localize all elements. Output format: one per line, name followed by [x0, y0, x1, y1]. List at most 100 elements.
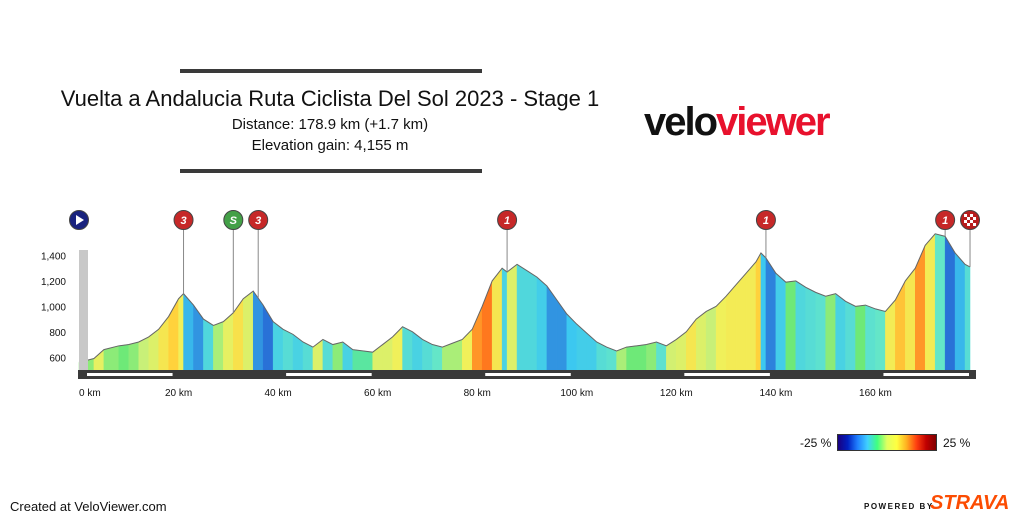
powered-by-text: POWERED BY	[864, 502, 934, 511]
x-axis-segment	[883, 373, 969, 376]
profile-segment	[695, 310, 707, 371]
gradient-legend	[837, 434, 937, 451]
created-text: Created at VeloViewer.com	[10, 499, 167, 514]
profile-segment	[865, 304, 876, 371]
profile-segment	[233, 297, 244, 371]
profile-segment	[183, 292, 194, 371]
profile-segment	[272, 321, 284, 371]
profile-segment	[735, 272, 747, 371]
profile-segment	[223, 312, 234, 371]
profile-segment	[412, 331, 423, 371]
checkered-flag-icon	[970, 214, 974, 217]
profile-segment	[755, 251, 762, 371]
cat3-marker	[173, 210, 194, 230]
profile-segment	[676, 331, 687, 371]
profile-segment	[158, 315, 169, 371]
profile-segment	[765, 257, 777, 371]
checkered-flag-icon	[970, 220, 974, 223]
x-tick-label: 80 km	[464, 388, 491, 399]
profile-bars	[78, 233, 971, 371]
y-tick-label: 1,400	[41, 251, 66, 262]
x-tick-label: 40 km	[264, 388, 291, 399]
x-tick-label: 60 km	[364, 388, 391, 399]
x-tick-label: 160 km	[859, 388, 892, 399]
profile-segment	[536, 276, 548, 371]
cat3-marker	[248, 210, 269, 230]
profile-segment	[392, 326, 403, 371]
profile-segment	[656, 341, 667, 371]
marker-label: 1	[763, 215, 769, 227]
profile-segment	[725, 284, 737, 371]
profile-segment	[795, 280, 807, 371]
profile-segment	[576, 323, 587, 371]
checkered-flag-icon	[973, 223, 977, 226]
profile-segment	[501, 267, 508, 371]
profile-segment	[815, 292, 826, 371]
marker-label: 3	[180, 215, 186, 227]
profile-segment	[805, 286, 816, 371]
marker-label: 1	[942, 215, 948, 227]
marker-label: 1	[504, 215, 510, 227]
x-axis-segments	[87, 373, 969, 376]
play-icon	[76, 215, 84, 225]
x-axis-segment	[87, 373, 173, 376]
profile-segment	[745, 261, 757, 371]
profile-segment	[178, 293, 184, 371]
profile-segment	[312, 338, 324, 371]
elevation-chart: 600 800 1,000 1,200 1,400 0 km 20 km 40 km 60 k…	[41, 210, 981, 399]
y-axis: 600 800 1,000 1,200 1,400	[41, 251, 66, 364]
profile-segment	[93, 349, 105, 371]
profile-segment	[128, 341, 139, 371]
legend-max-label: 25 %	[943, 436, 971, 450]
profile-segment	[775, 272, 787, 371]
top-rule	[180, 69, 482, 73]
profile-segment	[785, 280, 797, 371]
veloviewer-logo: veloviewer	[644, 100, 831, 144]
profile-segment	[382, 336, 393, 371]
profile-segment	[402, 326, 413, 371]
marker-label: S	[230, 215, 238, 227]
profile-segment	[506, 263, 518, 371]
x-axis-segment	[485, 373, 571, 376]
profile-segment	[705, 305, 717, 371]
profile-segment	[885, 299, 896, 371]
profile-segment	[193, 304, 204, 371]
profile-segment	[491, 267, 503, 371]
profile-segment	[556, 299, 568, 371]
profile-segment	[964, 263, 971, 371]
distance-text: Distance: 178.9 km (+1.7 km)	[231, 116, 429, 133]
profile-segment	[432, 344, 443, 371]
x-tick-label: 0 km	[79, 388, 101, 399]
profile-segment	[666, 338, 677, 371]
profile-segment	[686, 318, 697, 371]
x-tick-label: 100 km	[560, 388, 593, 399]
x-tick-label: 20 km	[165, 388, 192, 399]
profile-segment	[636, 344, 647, 371]
profile-segment	[471, 306, 483, 371]
profile-segment	[292, 333, 304, 371]
profile-segment	[332, 341, 344, 371]
x-tick-label: 120 km	[660, 388, 693, 399]
checkered-flag-icon	[964, 220, 968, 223]
checkered-flag-icon	[964, 214, 968, 217]
profile-segment	[845, 300, 856, 371]
profile-segment	[825, 293, 836, 371]
x-axis: 0 km 20 km 40 km 60 km 80 km 100 km 120 km 140 …	[79, 388, 892, 399]
climb-markers: 3 S 3 1 1 1	[69, 210, 981, 313]
profile-segment	[282, 328, 294, 371]
elevation-text: Elevation gain: 4,155 m	[251, 137, 409, 154]
checkered-flag-icon	[967, 223, 971, 226]
profile-segment	[362, 350, 373, 371]
profile-segment	[924, 233, 936, 371]
profile-segment	[442, 342, 453, 371]
profile-segment	[262, 304, 274, 371]
start-column	[79, 250, 88, 370]
profile-segment	[203, 318, 214, 371]
cat1-marker	[935, 210, 956, 230]
legend-min-label: -25 %	[800, 436, 832, 450]
bottom-rule	[180, 169, 482, 173]
y-tick-label: 800	[49, 328, 66, 339]
page-title: Vuelta a Andalucia Ruta Ciclista Del Sol…	[60, 86, 600, 111]
y-tick-label: 1,000	[41, 302, 66, 313]
profile-segment	[715, 295, 727, 371]
